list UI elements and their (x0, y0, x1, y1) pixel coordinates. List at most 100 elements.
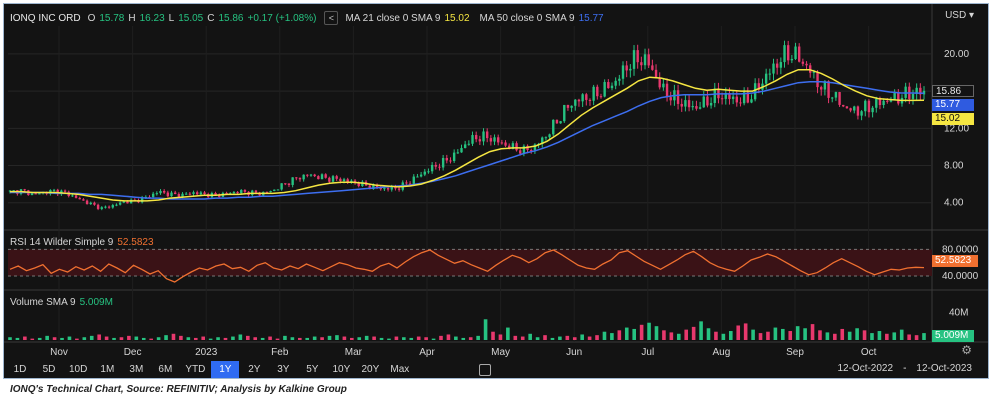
timeframe-3m[interactable]: 3M (129, 364, 144, 375)
candle-body (38, 193, 41, 195)
timeframe-1m[interactable]: 1M (100, 364, 115, 375)
date-to[interactable]: 12-Oct-2023 (916, 363, 972, 374)
candle-body (842, 104, 845, 107)
candle-body (140, 197, 144, 203)
volume-bar (193, 337, 198, 340)
timeframe-ytd[interactable]: YTD (185, 364, 206, 375)
timeframe-1y[interactable]: 1Y (211, 361, 240, 378)
candle-body (739, 102, 742, 104)
calendar-icon[interactable] (479, 364, 491, 376)
date-from[interactable]: 12-Oct-2022 (837, 363, 894, 374)
rsi-legend: RSI 14 Wilder Simple 9 52.5823 (10, 237, 154, 248)
candle-body (111, 205, 114, 208)
candle-body (618, 78, 621, 81)
volume-bar (372, 336, 376, 340)
candle-body (412, 176, 415, 184)
candle-body (849, 108, 852, 111)
candle-body (159, 190, 162, 194)
timeframe-5y[interactable]: 5Y (306, 364, 319, 375)
candle-body (893, 92, 896, 100)
open-label: O (87, 12, 96, 24)
candle-body (188, 193, 192, 195)
candle-body (118, 202, 122, 205)
candle-body (434, 164, 437, 167)
candle-body (563, 104, 566, 122)
volume-bar (714, 331, 718, 340)
chart-canvas[interactable]: 4.008.0012.0016.0020.00NovDec2023FebMarA… (4, 4, 989, 379)
candle-body (823, 81, 827, 90)
volume-bar (82, 337, 87, 340)
currency-selector[interactable]: USD ▾ (945, 10, 974, 21)
candle-body (695, 106, 698, 109)
candle-body (640, 62, 643, 66)
volume-bar (610, 333, 614, 340)
candle-body (915, 87, 918, 94)
candle-body (845, 106, 849, 109)
chevron-left-icon[interactable]: < (324, 11, 339, 25)
ma50-price-tag: 15.77 (932, 99, 974, 111)
date-range[interactable]: 12-Oct-2022 - 12-Oct-2023 (837, 363, 972, 374)
candle-body (599, 96, 603, 98)
candle-body (746, 92, 750, 103)
volume-bar (565, 335, 570, 340)
candle-body (867, 100, 871, 113)
timeframe-3y[interactable]: 3Y (277, 364, 290, 375)
volume-bar (513, 335, 518, 340)
volume-bar (766, 331, 770, 340)
candle-body (489, 138, 493, 142)
candle-body (166, 192, 170, 197)
volume-bar (840, 328, 845, 340)
candle-body (383, 188, 386, 190)
candle-body (162, 190, 166, 193)
candle-body (522, 145, 526, 154)
rsi-label: RSI 14 Wilder Simple 9 (10, 237, 114, 248)
candle-body (742, 92, 746, 104)
candle-body (871, 107, 874, 113)
timeframe-6m[interactable]: 6M (158, 364, 173, 375)
candle-body (298, 177, 302, 180)
timeframe-5d[interactable]: 5D (42, 364, 56, 375)
candle-body (632, 50, 636, 69)
candle-body (886, 100, 889, 102)
candle-body (430, 164, 434, 172)
candle-body (610, 85, 614, 89)
candle-body (361, 181, 364, 187)
candle-body (460, 148, 463, 153)
candle-body (864, 100, 867, 112)
timeframe-1d[interactable]: 1D (13, 364, 27, 375)
volume-bar (461, 337, 466, 340)
volume-bar (758, 333, 763, 340)
volume-bar (231, 336, 235, 340)
candle-body (676, 90, 680, 104)
candle-body (346, 179, 349, 182)
candle-body (339, 178, 342, 182)
candle-body (467, 143, 471, 145)
candle-body (100, 207, 103, 209)
timeframe-10y[interactable]: 10Y (332, 364, 351, 375)
volume-bar (201, 336, 206, 340)
volume-bar (847, 331, 852, 340)
timeframe-max[interactable]: Max (390, 364, 410, 375)
ma50-value: 15.77 (578, 12, 604, 24)
timeframe-10d[interactable]: 10D (69, 364, 88, 375)
candle-body (603, 82, 606, 97)
volume-bar (751, 329, 755, 340)
timeframe-20y[interactable]: 20Y (361, 364, 380, 375)
month-tick-label: Apr (419, 347, 435, 358)
candle-body (372, 185, 375, 190)
volume-bar (156, 337, 161, 340)
candle-body (570, 105, 573, 108)
candle-body (306, 174, 309, 176)
volume-bar (654, 326, 659, 340)
timeframe-2y[interactable]: 2Y (248, 364, 261, 375)
month-tick-label: 2023 (195, 347, 218, 358)
volume-bar (862, 330, 867, 340)
candle-body (559, 121, 562, 124)
candle-body (107, 206, 111, 208)
candle-body (827, 81, 830, 98)
rsi-value-tag: 52.5823 (932, 255, 978, 267)
high-label: H (128, 12, 136, 24)
volume-bar (275, 338, 280, 340)
close-value: 15.86 (218, 12, 244, 24)
gear-icon[interactable]: ⚙ (961, 343, 972, 357)
